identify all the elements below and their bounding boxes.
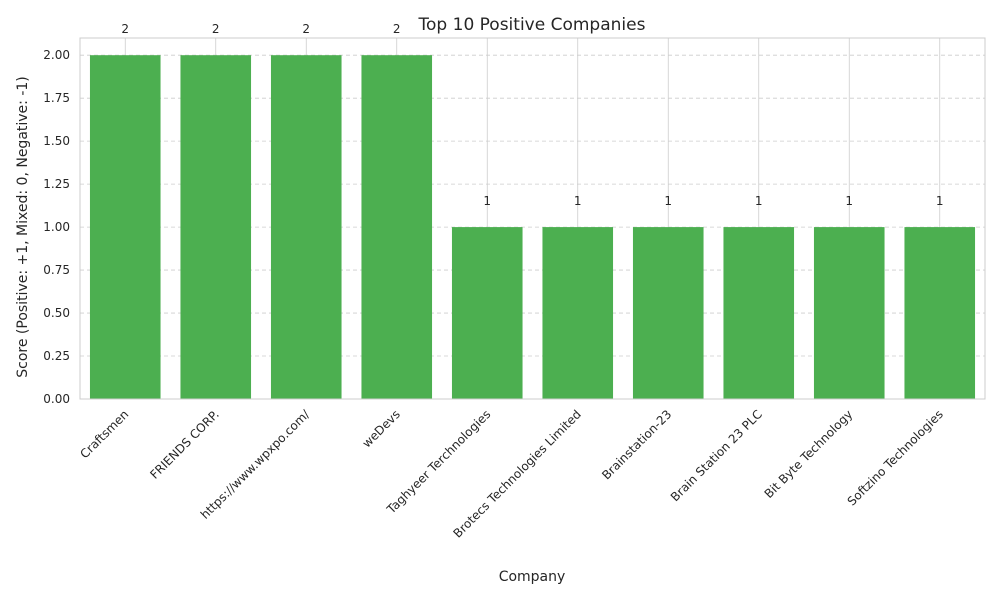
y-tick-label: 1.75 xyxy=(43,91,70,105)
data-label: 2 xyxy=(121,22,129,36)
data-label: 1 xyxy=(574,194,582,208)
y-tick-label: 0.00 xyxy=(43,392,70,406)
y-tick-label: 0.25 xyxy=(43,349,70,363)
x-tick-label: Softzino Technologies xyxy=(845,407,946,508)
y-tick-label: 0.75 xyxy=(43,263,70,277)
y-tick-label: 1.50 xyxy=(43,134,70,148)
bar xyxy=(542,227,614,399)
bars-layer xyxy=(89,55,976,399)
x-tick-label: Taghyeer Terchnologies xyxy=(384,407,494,517)
data-label: 2 xyxy=(302,22,310,36)
x-tick-label: Brain Station 23 PLC xyxy=(668,407,765,504)
data-label: 2 xyxy=(393,22,401,36)
data-label: 1 xyxy=(664,194,672,208)
chart-title: Top 10 Positive Companies xyxy=(418,15,646,35)
x-tick-label: Bit Byte Technology xyxy=(762,407,856,501)
x-tick-label: Craftsmen xyxy=(77,407,131,461)
y-axis-title: Score (Positive: +1, Mixed: 0, Negative:… xyxy=(15,76,31,378)
y-axis-ticks: 0.00 0.25 0.50 0.75 1.00 1.25 1.50 1.75 2.00 xyxy=(43,48,70,406)
plot-border xyxy=(79,37,986,400)
y-tick-label: 2.00 xyxy=(43,48,70,62)
x-axis-title: Company xyxy=(499,569,566,585)
data-labels: 2 2 2 2 1 1 1 1 1 1 xyxy=(121,22,943,208)
bar xyxy=(270,55,342,399)
bar xyxy=(89,55,161,399)
data-label: 1 xyxy=(936,194,944,208)
plot-frame xyxy=(79,37,986,400)
x-tick-label: Brainstation-23 xyxy=(599,407,674,482)
y-tick-label: 1.25 xyxy=(43,177,70,191)
data-label: 1 xyxy=(483,194,491,208)
bar xyxy=(904,227,976,399)
bar xyxy=(361,55,433,399)
y-tick-label: 0.50 xyxy=(43,306,70,320)
x-tick-label: FRIENDS CORP. xyxy=(147,407,222,482)
data-label: 1 xyxy=(755,194,763,208)
bar xyxy=(632,227,704,399)
bar xyxy=(723,227,795,399)
bar xyxy=(451,227,523,399)
data-label: 1 xyxy=(845,194,853,208)
x-axis-ticks: Craftsmen FRIENDS CORP.https://www.wpxpo.… xyxy=(77,407,945,541)
x-tick-label: weDevs xyxy=(360,407,403,450)
bar xyxy=(813,227,885,399)
y-tick-label: 1.00 xyxy=(43,220,70,234)
data-label: 2 xyxy=(212,22,220,36)
bar xyxy=(180,55,252,399)
